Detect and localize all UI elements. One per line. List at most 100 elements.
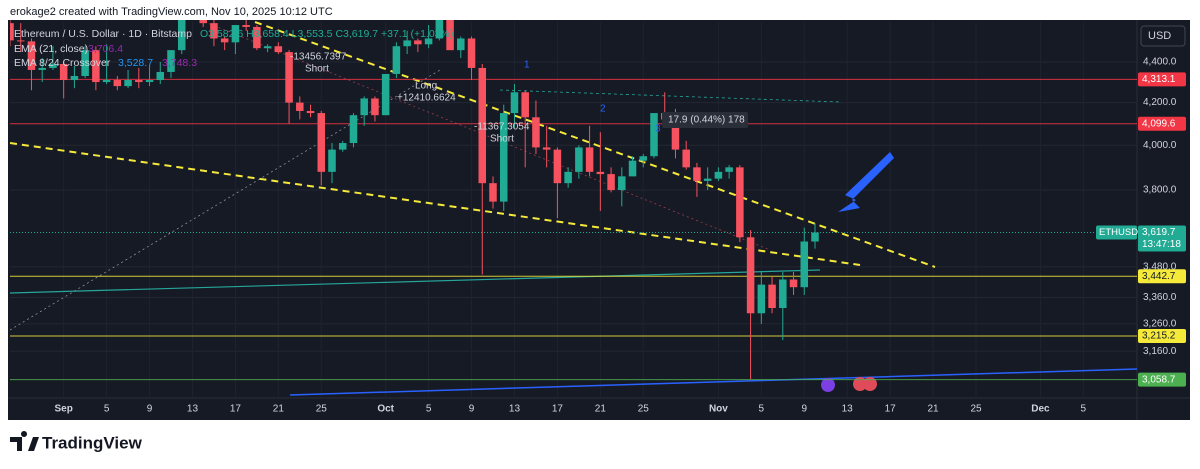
candle-body [811,232,819,242]
last-price-label: 3,619.7 [1142,227,1176,238]
last-price-box [1138,225,1186,252]
price-label-box [1138,329,1186,344]
candle-body [542,147,551,150]
candle-body [92,50,100,83]
candle-body [59,63,68,81]
candle-body [392,46,401,74]
ohlc-readout: O3,582.6 H3,658.4 L3,553.5 C3,619.7 +37.… [200,28,453,40]
candle-body [263,46,272,49]
candle-body [725,167,733,172]
annotation: Short [490,134,514,145]
x-tick-label: 13 [187,404,199,415]
event-icon [863,377,877,391]
y-tick-label: 3,480.0 [1143,262,1177,273]
candle-body [349,115,358,144]
x-tick-label: 9 [147,404,153,415]
x-tick-label: 17 [552,404,564,415]
x-tick-label: Dec [1031,404,1050,415]
y-tick-label: 3,360.0 [1143,292,1177,303]
x-tick-label: 9 [469,404,475,415]
trendline [10,269,821,294]
trendline [499,89,841,103]
grid [10,22,1137,398]
x-tick-label: 5 [426,404,432,415]
x-tick-label: 5 [104,404,110,415]
candle-body [199,20,207,24]
event-icon [853,377,867,391]
x-tick-label: Sep [54,404,72,415]
currency-button[interactable] [1140,25,1186,47]
measure-box [662,112,748,128]
x-tick-label: 5 [1081,404,1087,415]
candle-body [457,38,465,51]
candle-body [435,20,444,39]
brand: TradingView [42,433,143,452]
event-icon [821,378,835,392]
candle-body [371,98,379,116]
candle-body [800,241,809,288]
symbol-label-box [1096,225,1137,240]
candle-body [10,23,14,41]
candle-body [414,40,422,45]
attribution: erokage2 created with TradingView.com, N… [10,6,333,18]
price-label: 4,099.6 [1142,118,1176,129]
trendline [10,69,441,331]
candle-body [231,25,240,43]
annotation: 1 [524,60,530,71]
candle-body [575,147,583,172]
x-tick-label: 13 [509,404,521,415]
candle-body [403,40,411,47]
x-tick-label: 21 [928,404,940,415]
trendline [254,21,936,268]
brand-logo: TradingView [10,430,143,452]
price-label-box [1138,72,1186,87]
annotation: -13456.7397 [290,52,347,63]
indicator-value: 3,528.7 [118,57,153,69]
candle-body [220,38,229,43]
candle-body [768,284,776,309]
candle-body [145,80,154,83]
currency[interactable]: USD [1148,30,1171,42]
candle-body [478,67,487,184]
candle-body [628,160,637,177]
x-tick-label: 25 [970,404,982,415]
x-tick-label: Nov [709,404,728,415]
candle-body [242,25,250,27]
candle-body [467,38,476,68]
candle-body [16,40,25,42]
candle-body [521,92,529,118]
candle-body [306,110,315,114]
annotation: 2 [600,104,606,115]
candle-body [789,279,798,288]
candle-body [285,52,293,103]
candle-body [746,237,755,314]
y-tick-label: 3,260.0 [1143,319,1177,330]
candle-body [532,117,540,148]
candle-body [714,171,723,179]
x-tick-label: 17 [885,404,897,415]
candle-body [210,23,218,39]
indicator-value: 3,748.3 [162,57,197,69]
candle-body [499,113,508,202]
candle-body [27,41,36,70]
y-tick-label: 4,400.0 [1143,57,1177,68]
x-tick-label: Oct [377,404,394,415]
candle-body [360,98,368,116]
y-tick-label: 4,200.0 [1143,97,1177,108]
x-tick-label: 17 [230,404,242,415]
annotation: -11367.3054 [474,122,530,133]
candle-body [564,171,572,184]
candle-body [102,80,111,83]
candle-body [671,119,680,150]
indicator-name: EMA (21, close) [14,43,88,55]
candle-body [317,113,326,172]
candle-body [124,80,132,87]
annotation: +12410.6624 [397,93,456,104]
candle-body [596,171,605,175]
x-tick-label: 13 [842,404,854,415]
indicator-name: EMA 8/24 Crossover [14,57,111,69]
indicator-value: 3,706.4 [88,43,123,55]
drawings [10,20,1137,396]
candle-body [49,63,57,68]
